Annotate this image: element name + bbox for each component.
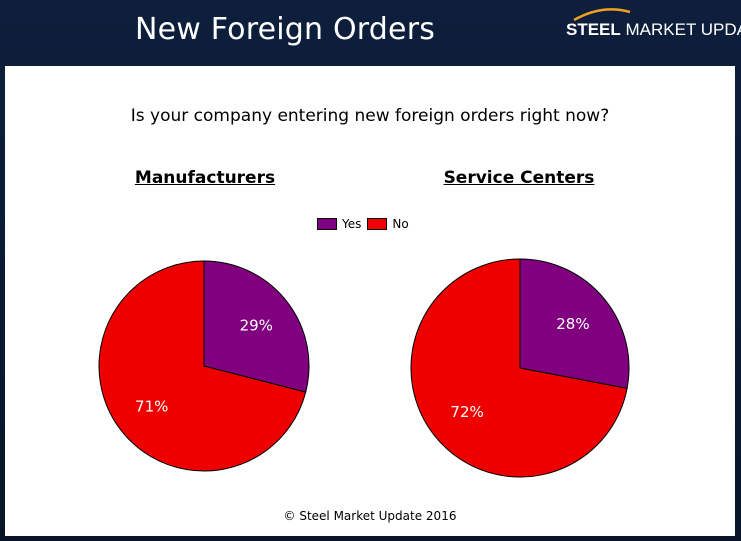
- legend-label-yes: Yes: [342, 217, 362, 231]
- legend-swatch-no: [367, 218, 388, 230]
- legend-item-no: No: [367, 217, 409, 231]
- pie-slice-service-centers-no: [410, 258, 628, 478]
- legend-item-yes: Yes: [317, 217, 361, 231]
- chart-title-manufacturers: Manufacturers: [134, 168, 276, 188]
- logo-rest-text: MARKET UPDATE: [625, 20, 741, 39]
- logo-swoosh-icon: [573, 8, 631, 22]
- logo-bold-text: STEEL: [566, 20, 621, 39]
- page-title: New Foreign Orders: [135, 12, 436, 47]
- data-label-service-centers-yes: 28%: [556, 315, 589, 333]
- brand-logo: STEEL MARKET UPDATE: [566, 20, 741, 40]
- chart-title-service-centers: Service Centers: [443, 168, 595, 188]
- data-label-service-centers-no: 72%: [450, 403, 483, 421]
- legend-swatch-yes: [317, 218, 337, 230]
- legend-label-no: No: [392, 217, 409, 231]
- data-label-manufacturers-yes: 29%: [240, 316, 273, 334]
- copyright-footer: © Steel Market Update 2016: [283, 509, 457, 523]
- data-label-manufacturers-no: 71%: [135, 398, 168, 416]
- question-text: Is your company entering new foreign ord…: [130, 106, 610, 126]
- pie-slice-manufacturers-no: [98, 260, 307, 472]
- header-bar: New Foreign Orders STEEL MARKET UPDATE: [0, 0, 741, 66]
- pie-slice-manufacturers-yes: [203, 260, 310, 393]
- pie-charts: 29% 71% 28% 72%: [98, 258, 630, 478]
- chart-panel: Is your company entering new foreign ord…: [5, 66, 735, 536]
- pie-slice-service-centers-yes: [519, 258, 630, 390]
- legend: Yes No: [317, 217, 409, 231]
